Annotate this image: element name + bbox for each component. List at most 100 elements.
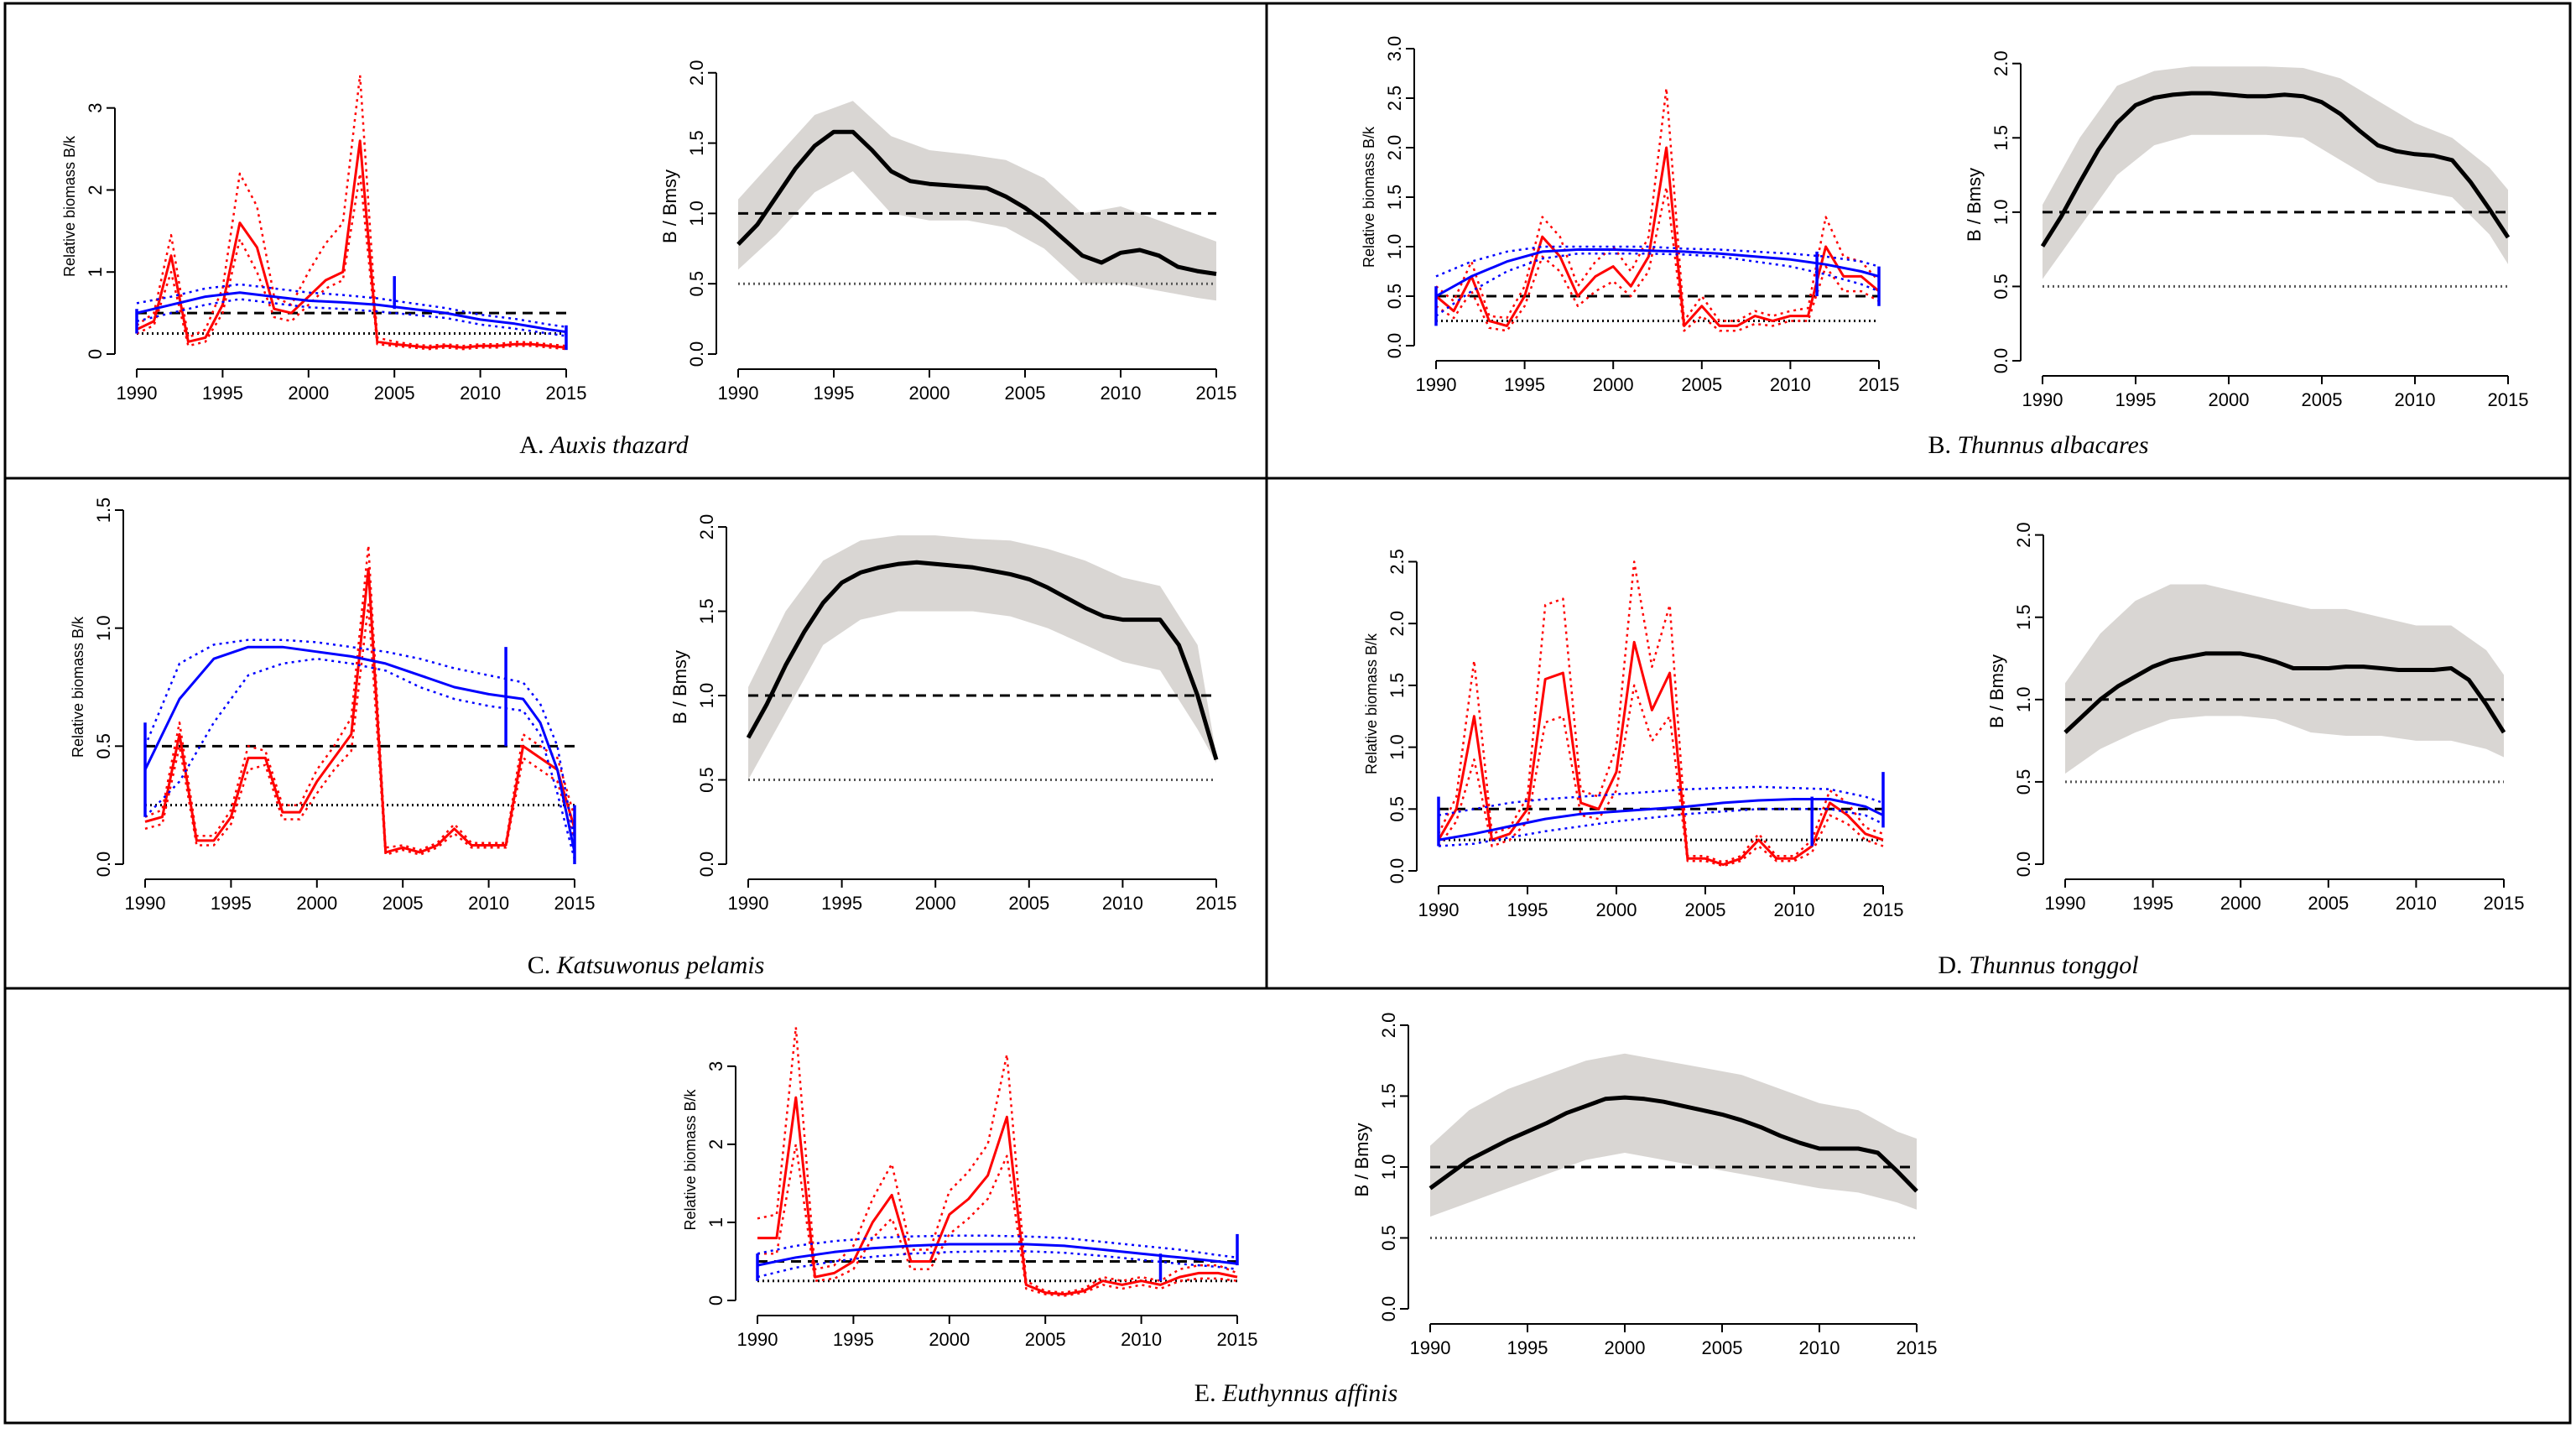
caption-letter: C. [528, 951, 557, 979]
series-line-model-biomass-lower [136, 298, 567, 337]
caption-species: Thunnus tonggol [1969, 951, 2139, 979]
series-line-relative-biomass-lower [1437, 684, 1884, 868]
x-tick-label: 2000 [915, 893, 956, 914]
x-tick-label: 2015 [546, 383, 587, 404]
y-tick-label: 0 [705, 1295, 726, 1305]
x-tick-label: 2005 [382, 893, 424, 914]
chart-d-biomass: 0.0 0.5 1.0 1.5 2.0 2.5 Relative biomass B/k 19… [1363, 549, 1903, 920]
y-axis-title: Relative biomass B/k [1363, 633, 1380, 774]
panel-caption-b: B. Thunnus albacares [1928, 431, 2148, 459]
x-tick-label: 2015 [1863, 899, 1904, 920]
uncertainty-band [748, 535, 1216, 780]
x-tick-label: 2005 [1685, 899, 1726, 920]
x-tick-label: 2005 [374, 383, 415, 404]
x-tick-label: 2010 [1799, 1337, 1840, 1358]
x-tick-label: 1995 [2132, 893, 2173, 914]
x-tick-label: 2015 [1897, 1337, 1938, 1358]
series-line-relative-biomass-upper [1437, 560, 1884, 863]
chart-a-bbmsy: 0.0 0.5 1.0 1.5 2.0 B / Bmsy 1990 1995 2000 2005 2… [659, 60, 1236, 404]
x-tick-label: 2010 [1770, 374, 1811, 395]
x-tick-label: 2010 [460, 383, 501, 404]
y-tick-label: 0.5 [1991, 274, 2011, 300]
x-tick-label: 1990 [117, 383, 158, 404]
x-tick-label: 1990 [1418, 899, 1460, 920]
caption-letter: A. [519, 431, 550, 459]
x-tick-label: 1995 [211, 893, 252, 914]
series-line-median-b-bmsy [746, 560, 1219, 761]
series-line-relative-biomass-upper [757, 1026, 1238, 1294]
y-tick-label: 0.0 [1991, 348, 2011, 374]
y-axis-title: B / Bmsy [1986, 654, 2007, 728]
caption-letter: B. [1928, 431, 1957, 459]
x-tick-label: 1990 [1416, 374, 1457, 395]
y-tick-label: 1.0 [686, 201, 707, 227]
plots: 0 1 2 3 Relative biomass B/k 1990 1995 2000 2005… [61, 36, 2528, 1358]
chart-a-biomass: 0 1 2 3 Relative biomass B/k 1990 1995 2000 2005… [61, 74, 587, 404]
x-tick-label: 2010 [1121, 1329, 1162, 1350]
y-tick-label: 1.5 [1387, 673, 1408, 699]
y-tick-label: 0.5 [2013, 769, 2034, 795]
y-tick-label: 0.0 [93, 852, 114, 878]
series-line-model-biomass [143, 645, 576, 853]
x-tick-label: 1995 [2115, 389, 2157, 410]
x-tick-label: 2010 [468, 893, 509, 914]
x-tick-label: 1990 [2045, 893, 2086, 914]
x-tick-label: 2000 [909, 383, 950, 404]
x-tick-label: 2015 [1196, 383, 1237, 404]
chart-c-biomass: 0.0 0.5 1.0 1.5 Relative biomass B/k 1990 1995… [70, 498, 595, 914]
x-tick-label: 1990 [1410, 1337, 1451, 1358]
x-tick-label: 2005 [1008, 893, 1049, 914]
y-tick-label: 1.5 [1378, 1083, 1399, 1109]
y-tick-label: 2.0 [2013, 522, 2034, 548]
y-axis-title: B / Bmsy [1351, 1123, 1372, 1196]
series-line-median-b-bmsy [2063, 651, 2506, 734]
x-tick-label: 2010 [2395, 389, 2436, 410]
y-tick-label: 0.0 [2013, 852, 2034, 878]
y-tick-label: 1.5 [1991, 125, 2011, 151]
x-tick-label: 2015 [2488, 389, 2529, 410]
x-tick-label: 2000 [1593, 374, 1634, 395]
y-tick-label: 3 [705, 1061, 726, 1071]
series-line-relative-biomass-catch-cpue-based [757, 1096, 1238, 1296]
caption-species: Thunnus albacares [1957, 431, 2148, 459]
panel-borders [3, 2, 2572, 1425]
x-tick-label: 2000 [288, 383, 329, 404]
y-tick-label: 3 [85, 103, 106, 113]
y-tick-label: 0 [85, 349, 106, 359]
caption-species: Euthynnus affinis [1221, 1379, 1397, 1407]
series-line-model-biomass-upper [757, 1234, 1238, 1259]
x-tick-label: 1995 [1507, 899, 1548, 920]
chart-e-bbmsy: 0.0 0.5 1.0 1.5 2.0 B / Bmsy 1990 1995 2000 2005 2… [1351, 1013, 1937, 1358]
y-tick-label: 2.5 [1384, 86, 1405, 112]
series-line-model-biomass [1438, 798, 1884, 842]
x-tick-label: 1990 [125, 893, 166, 914]
y-tick-label: 2.0 [1387, 611, 1408, 637]
y-tick-label: 2 [705, 1139, 726, 1149]
x-tick-label: 2000 [1605, 1337, 1646, 1358]
series-line-relative-biomass-catch-cpue-based [1435, 146, 1880, 327]
y-tick-label: 1.5 [93, 498, 114, 524]
panel-caption-a: A. Auxis thazard [519, 431, 689, 459]
x-tick-label: 1990 [2022, 389, 2063, 410]
caption-letter: E. [1194, 1379, 1222, 1407]
x-tick-label: 2005 [1025, 1329, 1066, 1350]
x-tick-label: 2015 [1196, 893, 1237, 914]
panel-caption-e: E. Euthynnus affinis [1194, 1379, 1398, 1407]
uncertainty-band [2043, 66, 2508, 279]
panel-caption-d: D. Thunnus tonggol [1938, 951, 2138, 979]
series-line-model-biomass [1435, 248, 1880, 298]
x-tick-label: 2015 [1217, 1329, 1258, 1350]
uncertainty-band [2065, 584, 2504, 774]
x-tick-label: 2005 [2302, 389, 2343, 410]
y-tick-label: 1.5 [1384, 185, 1405, 211]
series-line-model-biomass-upper [136, 283, 567, 328]
y-axis-title: Relative biomass B/k [61, 135, 78, 277]
chart-b-biomass: 0.0 0.5 1.0 1.5 2.0 2.5 3.0 Relative biomass B/… [1361, 36, 1899, 395]
y-tick-label: 2.0 [1384, 135, 1405, 161]
y-tick-label: 0.5 [696, 767, 717, 793]
x-tick-label: 1995 [814, 383, 855, 404]
y-tick-label: 0.5 [686, 271, 707, 297]
chart-b-bbmsy: 0.0 0.5 1.0 1.5 2.0 B / Bmsy 1990 1995 2000 2005 2… [1964, 50, 2528, 410]
x-tick-label: 1990 [718, 383, 759, 404]
